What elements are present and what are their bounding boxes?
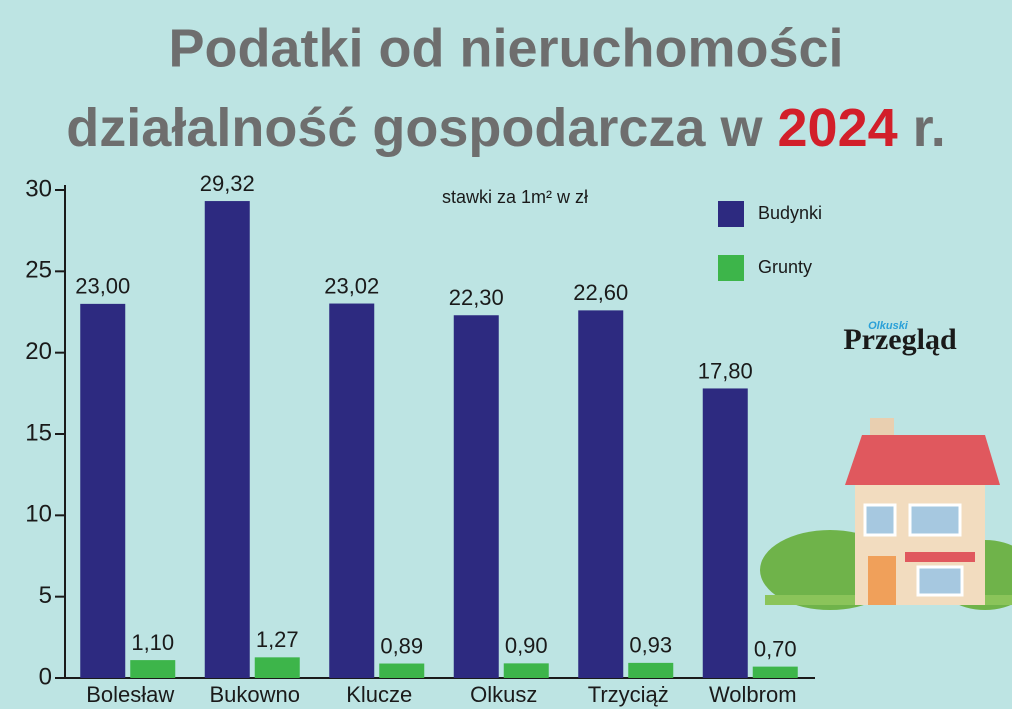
y-tick-label: 5 (39, 582, 52, 609)
title-part: r. (913, 98, 946, 158)
value-label: 0,90 (505, 633, 548, 658)
chart: Podatki od nieruchomości działalność gos… (0, 0, 1012, 709)
title-year: 2024 (778, 98, 898, 158)
value-label: 23,00 (75, 274, 130, 299)
legend-swatch (718, 255, 744, 281)
chart-title: Podatki od nieruchomości (168, 18, 843, 78)
bar (753, 667, 798, 678)
bar (703, 388, 748, 678)
y-tick-label: 20 (25, 338, 52, 365)
value-label: 29,32 (200, 171, 255, 196)
value-label: 0,89 (380, 633, 423, 658)
value-label: 1,10 (131, 630, 174, 655)
x-tick-label: Trzyciąż (588, 682, 669, 707)
bar (205, 201, 250, 678)
y-tick-label: 25 (25, 257, 52, 284)
x-tick-label: Bukowno (209, 682, 300, 707)
y-tick-label: 30 (25, 175, 52, 202)
logo-text: Olkuski (868, 320, 909, 332)
x-tick-label: Bolesław (86, 682, 174, 707)
value-label: 17,80 (698, 358, 753, 383)
legend-swatch (718, 201, 744, 227)
awning (905, 552, 975, 562)
x-tick-label: Klucze (346, 682, 412, 707)
value-label: 0,70 (754, 636, 797, 661)
bar (504, 663, 549, 678)
x-tick-label: Olkusz (470, 682, 537, 707)
value-label: 1,27 (256, 627, 299, 652)
legend-label: Grunty (758, 257, 812, 277)
window (918, 567, 962, 595)
bar (80, 304, 125, 678)
x-tick-label: Wolbrom (709, 682, 797, 707)
y-tick-label: 10 (25, 501, 52, 528)
y-tick-label: 15 (25, 419, 52, 446)
window (910, 505, 960, 535)
door (868, 556, 896, 605)
logo: Przegląd Olkuski (843, 320, 957, 356)
value-label: 22,60 (573, 280, 628, 305)
value-label: 22,30 (449, 285, 504, 310)
bar (578, 310, 623, 678)
bar (329, 304, 374, 678)
bar (130, 660, 175, 678)
legend-label: Budynki (758, 203, 822, 223)
value-label: 0,93 (629, 633, 672, 658)
y-tick-label: 0 (39, 663, 52, 690)
bar (454, 315, 499, 678)
subtitle: stawki za 1m² w zł (442, 187, 588, 207)
window (865, 505, 895, 535)
bar (628, 663, 673, 678)
value-label: 23,02 (324, 273, 379, 298)
roof (845, 435, 1000, 485)
bar (255, 657, 300, 678)
bar (379, 664, 424, 678)
title-part: działalność gospodarcza w (66, 98, 763, 158)
chart-title: działalność gospodarcza w 2024 r. (66, 98, 945, 158)
